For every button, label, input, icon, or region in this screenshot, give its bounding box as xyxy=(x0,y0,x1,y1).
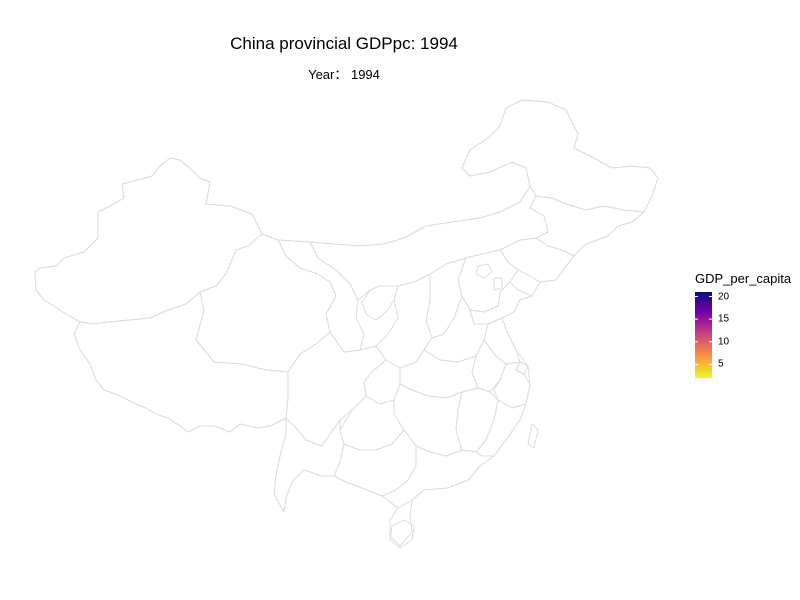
province-yunnan xyxy=(273,417,345,513)
province-hunan xyxy=(393,383,463,457)
province-hainan xyxy=(389,519,415,549)
province-jiangsu xyxy=(483,317,521,365)
legend-tick-label: 10 xyxy=(718,336,730,348)
china-province-map xyxy=(34,99,659,549)
color-scale-bar xyxy=(695,292,712,378)
province-jiangxi xyxy=(455,387,499,453)
province-xinjiang xyxy=(34,157,263,325)
province-tibet xyxy=(73,291,289,433)
legend-tick-label: 5 xyxy=(718,358,724,370)
province-tianjin xyxy=(493,277,503,291)
province-fujian xyxy=(475,399,527,457)
legend-tick-label: 15 xyxy=(718,313,730,325)
chart-title: China provincial GDPpc: 1994 xyxy=(230,34,458,53)
province-inner-mongolia xyxy=(309,185,549,301)
legend-title: GDP_per_capita xyxy=(695,271,792,286)
province-taiwan xyxy=(527,423,539,449)
province-shanxi xyxy=(425,257,467,339)
province-beijing xyxy=(475,263,493,279)
legend-tick-label: 20 xyxy=(718,291,730,303)
province-sichuan xyxy=(285,331,387,447)
country-outline xyxy=(34,99,659,547)
province-liaoning xyxy=(499,237,575,283)
province-gansu xyxy=(261,233,365,353)
chart-subtitle: Year： 1994 xyxy=(308,67,380,82)
province-guangdong xyxy=(381,445,495,509)
province-jilin xyxy=(529,195,645,257)
province-zhejiang xyxy=(493,361,531,409)
province-ningxia xyxy=(361,285,399,321)
province-hebei xyxy=(457,249,519,313)
province-qinghai xyxy=(195,233,337,373)
province-guangxi xyxy=(333,429,417,497)
province-heilongjiang xyxy=(461,99,659,213)
province-shaanxi xyxy=(375,273,433,369)
